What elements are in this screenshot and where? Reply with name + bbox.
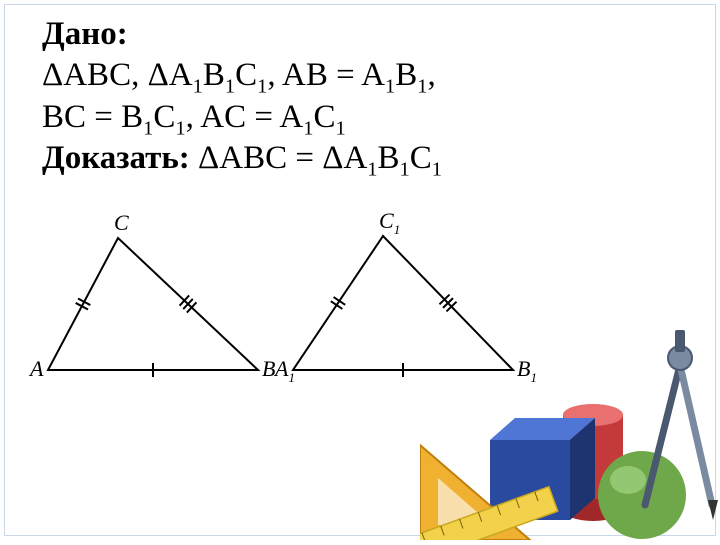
given-line-2: BC = B1C1, AC = A1C1 — [42, 97, 690, 138]
svg-text:B1: B1 — [517, 356, 537, 385]
triangles-svg: A B C A1 B1 C1 — [28, 210, 538, 400]
svg-text:B: B — [262, 356, 275, 381]
given-label: Дано: — [42, 14, 690, 55]
svg-text:C1: C1 — [379, 210, 400, 237]
problem-text: Дано: ΔАВС, ΔA1B1C1, AB = A1B1, BC = B1C… — [42, 14, 690, 179]
svg-text:C: C — [114, 210, 129, 235]
svg-text:A1: A1 — [273, 356, 295, 385]
prove-line: Доказать: ΔABC = ΔA1B1C1 — [42, 138, 690, 179]
given-line-1: ΔАВС, ΔA1B1C1, AB = A1B1, — [42, 55, 690, 96]
svg-text:A: A — [28, 356, 44, 381]
triangles-figure: A B C A1 B1 C1 — [28, 210, 538, 400]
